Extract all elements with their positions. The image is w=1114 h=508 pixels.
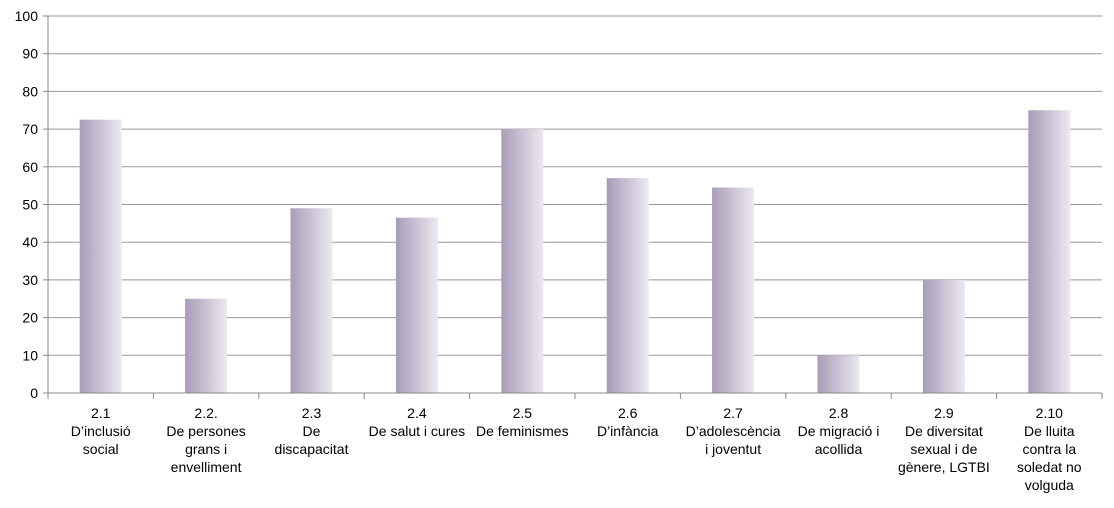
- x-category-label-line: 2.9: [934, 405, 954, 421]
- x-category-label-line: 2.6: [618, 405, 638, 421]
- bar: [79, 119, 122, 394]
- x-category-label: 2.9 De diversitat sexual i de gènere, LGTBI: [898, 405, 990, 475]
- x-category-label-line: De feminismes: [476, 423, 569, 439]
- y-tick-labels: 0 10 20 30 40 50 60 70 80 90 100: [15, 8, 48, 401]
- x-category-label-line: De migració i: [798, 423, 880, 439]
- x-category-label: 2.5 De feminismes: [476, 405, 569, 439]
- x-category-label-line: envelliment: [171, 459, 242, 475]
- x-category-label-line: discapacitat: [275, 441, 349, 457]
- x-category-label-line: grans i: [185, 441, 227, 457]
- x-category-label-line: contra la: [1022, 441, 1076, 457]
- y-tick-label: 80: [22, 83, 38, 99]
- x-category-label-line: 2.2.: [194, 405, 217, 421]
- x-category-label: 2.8 De migració i acollida: [798, 405, 880, 457]
- y-tick-label: 90: [22, 46, 38, 62]
- bar: [185, 298, 228, 393]
- x-category-label: 2.7 D’adolescència i joventut: [686, 405, 781, 457]
- x-category-label-line: social: [83, 441, 119, 457]
- x-category-label: 2.1 D’inclusió social: [71, 405, 131, 457]
- x-category-label-line: De: [303, 423, 321, 439]
- x-category-label: 2.2. De persones grans i envelliment: [166, 405, 245, 475]
- x-category-label-line: 2.4: [407, 405, 427, 421]
- x-category-label-line: 2.5: [513, 405, 533, 421]
- x-category-labels: 2.1 D’inclusió social 2.2. De persones grans …: [71, 405, 1082, 493]
- x-category-label-line: 2.10: [1036, 405, 1063, 421]
- y-tick-label: 0: [30, 385, 38, 401]
- y-tick-label: 100: [15, 8, 39, 24]
- x-category-label-line: 2.8: [829, 405, 849, 421]
- x-category-label-line: i joventut: [705, 441, 761, 457]
- x-category-label: 2.3 De discapacitat: [275, 405, 349, 457]
- x-category-label-line: De salut i cures: [369, 423, 465, 439]
- x-category-label-line: 2.7: [723, 405, 743, 421]
- y-tick-label: 40: [22, 234, 38, 250]
- bar: [606, 178, 649, 393]
- x-category-label-line: gènere, LGTBI: [898, 459, 990, 475]
- x-category-label-line: De diversitat: [905, 423, 983, 439]
- x-category-label: 2.10 De lluita contra la soledat no volguda: [1017, 405, 1082, 493]
- x-category-label: 2.6 D’infància: [597, 405, 659, 439]
- bar: [922, 279, 965, 393]
- bar: [290, 208, 333, 393]
- y-tick-label: 30: [22, 272, 38, 288]
- bar: [712, 187, 755, 393]
- bar: [817, 355, 860, 393]
- x-category-label-line: soledat no: [1017, 459, 1082, 475]
- x-category-label-line: De lluita: [1024, 423, 1075, 439]
- bars: [79, 110, 1071, 394]
- y-tick-label: 50: [22, 197, 38, 213]
- x-category-label: 2.4 De salut i cures: [369, 405, 465, 439]
- x-category-label-line: 2.3: [302, 405, 322, 421]
- bar: [501, 129, 544, 393]
- y-tick-label: 60: [22, 159, 38, 175]
- bar: [395, 217, 438, 393]
- x-category-label-line: volguda: [1025, 477, 1074, 493]
- bar: [1028, 110, 1071, 393]
- x-category-label-line: D’inclusió: [71, 423, 131, 439]
- x-category-label-line: De persones: [166, 423, 245, 439]
- x-category-label-line: D’adolescència: [686, 423, 781, 439]
- x-category-label-line: 2.1: [91, 405, 111, 421]
- y-tick-label: 20: [22, 310, 38, 326]
- x-category-label-line: sexual i de: [910, 441, 977, 457]
- y-tick-label: 10: [22, 347, 38, 363]
- x-category-label-line: acollida: [815, 441, 863, 457]
- x-category-label-line: D’infància: [597, 423, 659, 439]
- y-tick-label: 70: [22, 121, 38, 137]
